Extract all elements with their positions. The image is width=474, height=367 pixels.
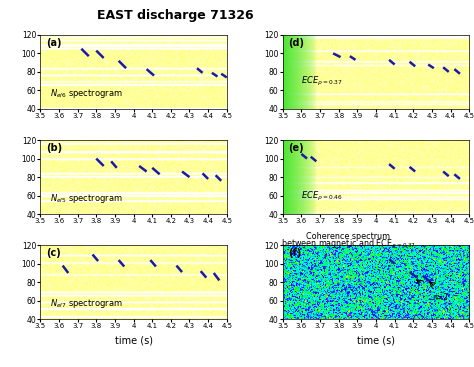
Text: between magnetic and ECE$_{\rho=0.37}$: between magnetic and ECE$_{\rho=0.37}$ <box>281 237 416 251</box>
Text: $N_{el5}$ spectrogram: $N_{el5}$ spectrogram <box>50 192 122 205</box>
Text: (f): (f) <box>288 248 301 258</box>
Text: (b): (b) <box>46 143 62 153</box>
Text: (d): (d) <box>288 38 304 48</box>
Text: Coherence spectrum: Coherence spectrum <box>306 232 391 241</box>
Text: EAST discharge 71326: EAST discharge 71326 <box>97 9 254 22</box>
Text: (e): (e) <box>288 143 304 153</box>
X-axis label: time (s): time (s) <box>357 335 395 345</box>
Text: (c): (c) <box>46 248 61 258</box>
Text: $ECE_{\rho=0.37}$: $ECE_{\rho=0.37}$ <box>301 75 343 88</box>
Text: $N_{el7}$ spectrogram: $N_{el7}$ spectrogram <box>50 297 122 310</box>
Text: (a): (a) <box>46 38 62 48</box>
Text: $ECE_{\rho=0.46}$: $ECE_{\rho=0.46}$ <box>301 190 343 203</box>
Text: $N_{el6}$ spectrogram: $N_{el6}$ spectrogram <box>50 87 122 100</box>
Text: n=2: n=2 <box>432 293 448 302</box>
X-axis label: time (s): time (s) <box>115 335 153 345</box>
